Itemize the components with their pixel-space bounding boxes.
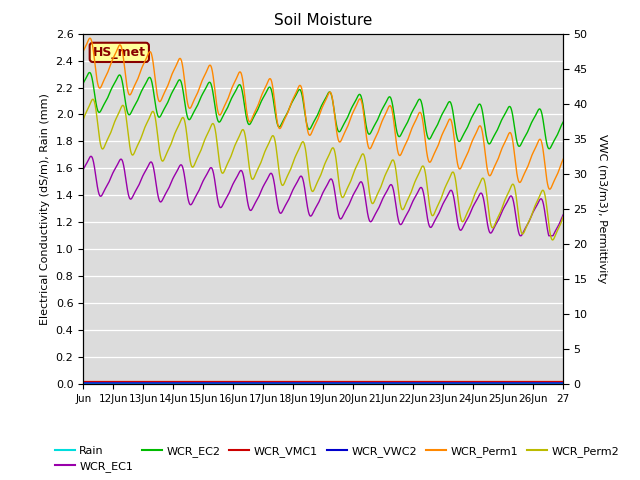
Y-axis label: VWC (m3/m3), Permittivity: VWC (m3/m3), Permittivity [597, 134, 607, 284]
Legend: Rain, WCR_EC1, WCR_EC2, WCR_VMC1, WCR_VWC2, WCR_Perm1, WCR_Perm2: Rain, WCR_EC1, WCR_EC2, WCR_VMC1, WCR_VW… [51, 441, 623, 477]
Title: Soil Moisture: Soil Moisture [274, 13, 372, 28]
Text: HS_met: HS_met [93, 46, 146, 59]
Y-axis label: Electrical Conductivity (dS/m), Rain (mm): Electrical Conductivity (dS/m), Rain (mm… [40, 93, 50, 325]
